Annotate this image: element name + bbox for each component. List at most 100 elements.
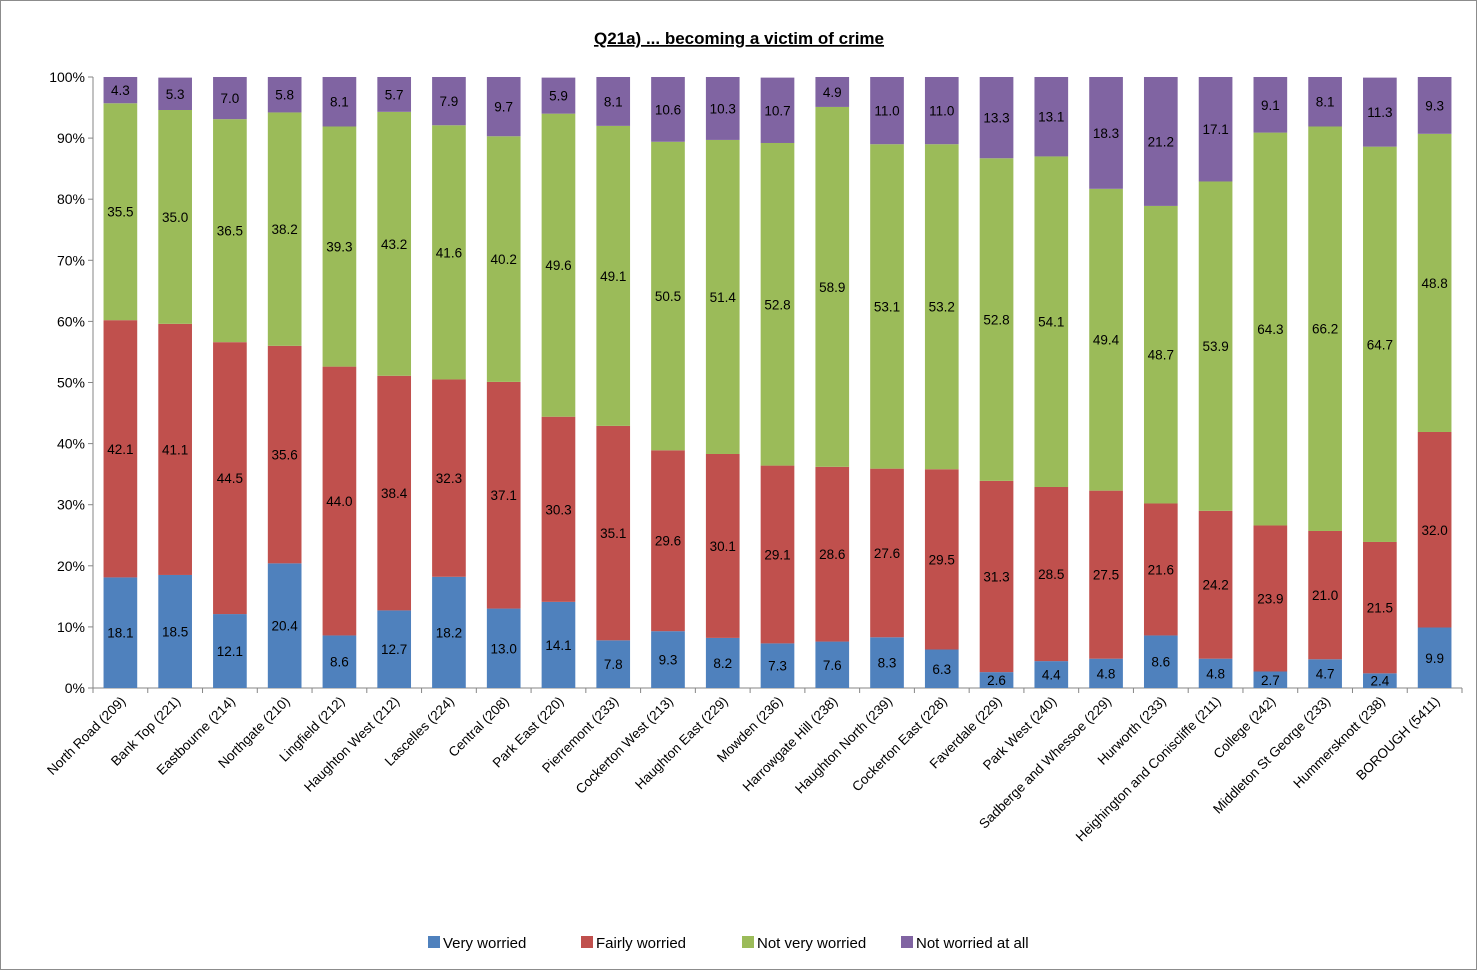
data-label: 35.1 xyxy=(600,526,626,541)
data-label: 30.1 xyxy=(710,539,736,554)
data-label: 23.9 xyxy=(1257,591,1283,606)
data-label: 5.7 xyxy=(385,87,404,102)
bar-segment xyxy=(1417,77,1452,134)
category-label: Haughton West (212) xyxy=(301,694,402,795)
data-label: 38.2 xyxy=(272,222,298,237)
bar-segment xyxy=(213,614,247,688)
data-label: 32.3 xyxy=(436,471,462,486)
data-label: 4.4 xyxy=(1042,668,1061,683)
bar-segment xyxy=(651,450,685,632)
bar-segment xyxy=(596,125,631,426)
bar-segment xyxy=(1034,156,1069,487)
data-label: 9.3 xyxy=(1425,98,1444,113)
bar-segment xyxy=(651,141,685,451)
bar-segment xyxy=(541,601,576,688)
data-label: 13.3 xyxy=(983,111,1009,126)
data-label: 7.9 xyxy=(440,94,459,109)
data-label: 58.9 xyxy=(819,280,845,295)
bar-segment xyxy=(267,112,302,346)
bar-segment xyxy=(103,103,138,321)
bar-segment xyxy=(870,468,904,638)
legend-swatch xyxy=(581,936,593,948)
category-label: Haughton North (239) xyxy=(792,694,895,797)
bar-segment xyxy=(1143,205,1178,504)
bar-segment xyxy=(158,323,192,575)
data-label: 24.2 xyxy=(1202,578,1228,593)
bar-segment xyxy=(651,631,685,688)
y-tick-label: 0% xyxy=(65,680,85,696)
data-label: 38.4 xyxy=(381,486,408,501)
data-label: 35.6 xyxy=(272,448,298,463)
data-label: 4.8 xyxy=(1097,666,1116,681)
data-label: 52.8 xyxy=(764,297,790,312)
data-label: 42.1 xyxy=(107,442,133,457)
bar-segment xyxy=(1089,658,1123,688)
bar-segment xyxy=(924,649,959,688)
bar-segment xyxy=(432,379,466,577)
bar-segment xyxy=(1089,77,1123,189)
bar-segment xyxy=(1198,510,1233,659)
bar-segment xyxy=(1034,661,1069,688)
bar-segment xyxy=(541,77,576,114)
data-label: 49.6 xyxy=(545,258,571,273)
bar-segment xyxy=(1253,132,1288,526)
data-label: 51.4 xyxy=(710,290,737,305)
data-label: 11.0 xyxy=(929,104,954,119)
bar-segment xyxy=(1198,181,1233,511)
bar-segment xyxy=(596,77,631,126)
bar-segment xyxy=(1253,525,1288,672)
data-label: 7.0 xyxy=(221,91,240,106)
data-label: 32.0 xyxy=(1421,523,1447,538)
data-label: 48.8 xyxy=(1421,276,1447,291)
data-label: 29.1 xyxy=(764,547,790,562)
bar-segment xyxy=(1417,133,1452,432)
data-label: 5.3 xyxy=(166,87,185,102)
bar-segment xyxy=(377,77,412,112)
bar-segment xyxy=(705,77,740,140)
data-label: 5.8 xyxy=(275,88,294,103)
data-label: 4.7 xyxy=(1316,667,1335,682)
bar-segment xyxy=(1034,77,1069,157)
y-tick-label: 70% xyxy=(57,252,85,268)
data-label: 52.8 xyxy=(983,313,1009,328)
data-label: 10.6 xyxy=(655,102,681,117)
legend-label: Not worried at all xyxy=(916,935,1029,952)
bar-segment xyxy=(705,453,740,638)
bar-segment xyxy=(979,77,1014,159)
y-tick-label: 50% xyxy=(57,375,85,391)
data-label: 48.7 xyxy=(1148,348,1174,363)
y-tick-label: 40% xyxy=(57,436,85,452)
data-label: 28.6 xyxy=(819,547,845,562)
data-label: 53.1 xyxy=(874,299,900,314)
data-label: 66.2 xyxy=(1312,322,1338,337)
bar-segment xyxy=(815,641,850,688)
bar-segment xyxy=(1034,486,1069,662)
bar-segment xyxy=(1417,627,1452,688)
bar-segment xyxy=(432,125,466,380)
data-label: 18.3 xyxy=(1093,126,1119,141)
data-label: 5.9 xyxy=(549,89,568,104)
data-label: 44.5 xyxy=(217,471,243,486)
data-label: 7.6 xyxy=(823,658,842,673)
bar-segment xyxy=(322,126,357,367)
bar-segment xyxy=(377,375,412,611)
data-label: 2.7 xyxy=(1261,673,1280,688)
bar-segment xyxy=(377,111,412,376)
bar-segment xyxy=(760,643,795,688)
data-labels: 18.1 42.1 35.5 4.3 18.5 41.1 35.0 5.3 12.1 44.5 36… xyxy=(107,83,1448,689)
y-tick-label: 100% xyxy=(49,69,85,85)
data-label: 53.9 xyxy=(1202,339,1228,354)
data-label: 36.5 xyxy=(217,224,243,239)
data-label: 53.2 xyxy=(929,300,955,315)
data-label: 13.0 xyxy=(491,641,517,656)
bar-segment xyxy=(432,77,466,126)
bar-segment xyxy=(103,77,138,104)
category-label: Haughton East (229) xyxy=(632,694,731,793)
bar-segment xyxy=(377,610,412,688)
bar-segment xyxy=(815,77,850,107)
bar-segment xyxy=(1363,541,1397,674)
data-label: 41.6 xyxy=(436,245,462,260)
bar-segment xyxy=(1198,658,1233,688)
data-label: 4.9 xyxy=(823,85,842,100)
